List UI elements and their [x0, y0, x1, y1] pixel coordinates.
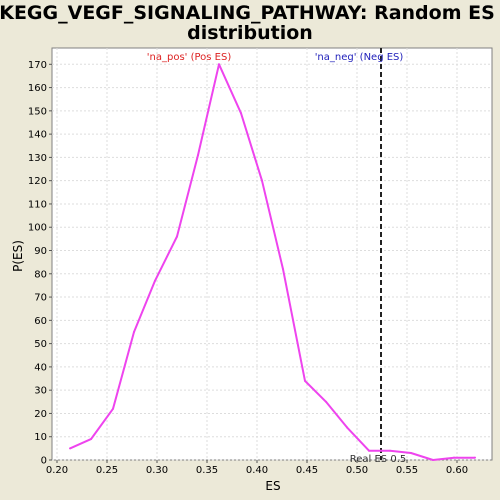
x-tick-label: 0.60 [446, 465, 468, 476]
series-point [346, 426, 348, 429]
series-point [453, 456, 455, 459]
series-point [154, 279, 156, 282]
x-tick-label: 0.30 [146, 465, 168, 476]
y-tick-label: 90 [34, 246, 47, 257]
y-tick-label: 110 [28, 199, 47, 210]
series-point [90, 438, 92, 441]
pos-es-label: 'na_pos' (Pos ES) [147, 52, 232, 63]
x-tick-label: 0.20 [46, 465, 68, 476]
series-point [474, 456, 476, 459]
x-tick-label: 0.55 [396, 465, 418, 476]
series-point [261, 179, 263, 182]
y-axis-label: P(ES) [11, 240, 25, 272]
y-tick-label: 170 [28, 60, 47, 71]
x-tick-label: 0.45 [296, 465, 318, 476]
grid-layer [52, 48, 492, 461]
y-tick-label: 160 [28, 83, 47, 94]
y-tick-label: 70 [34, 293, 47, 304]
y-tick-label: 130 [28, 153, 47, 164]
series-point [282, 268, 284, 271]
y-tick-label: 30 [34, 386, 47, 397]
series-point [432, 459, 434, 461]
chart-title-line2: distribution [187, 22, 313, 44]
series-point [325, 400, 327, 403]
series-point [389, 449, 391, 452]
neg-es-label: 'na_neg' (Neg ES) [315, 52, 404, 63]
y-tick-label: 140 [28, 130, 47, 141]
x-tick-label: 0.40 [246, 465, 268, 476]
y-tick-label: 20 [34, 409, 47, 420]
y-tick-label: 100 [28, 223, 47, 234]
series-point [304, 379, 306, 382]
y-tick-label: 80 [34, 269, 47, 280]
series-point [410, 452, 412, 455]
y-tick-label: 150 [28, 106, 47, 117]
series-line [69, 63, 475, 461]
series-layer [69, 63, 476, 461]
x-axis-label: ES [265, 479, 280, 493]
y-tick-label: 60 [34, 316, 47, 327]
x-tick-label: 0.25 [96, 465, 118, 476]
series-point [112, 407, 114, 410]
series-point [368, 449, 370, 452]
plot-area [51, 47, 493, 461]
y-tick-label: 50 [34, 339, 47, 350]
axis-layer: 0 10 20 30 40 50 60 70 80 90 100 110 120 130 140 150 160… [28, 60, 468, 476]
real-es-label: Real ES 0.5 [350, 454, 406, 465]
series-point [197, 154, 199, 157]
y-tick-label: 40 [34, 362, 47, 373]
y-tick-label: 0 [41, 456, 47, 467]
chart-title-line1: KEGG_VEGF_SIGNALING_PATHWAY: Random ES [0, 2, 495, 24]
x-tick-label: 0.35 [196, 465, 218, 476]
series-point [133, 330, 135, 333]
series-point [240, 112, 242, 115]
y-tick-label: 120 [28, 176, 47, 187]
x-tick-label: 0.50 [346, 465, 368, 476]
series-point [218, 63, 220, 66]
y-tick-label: 10 [34, 432, 47, 443]
series-point [176, 235, 178, 238]
series-point [69, 447, 71, 450]
